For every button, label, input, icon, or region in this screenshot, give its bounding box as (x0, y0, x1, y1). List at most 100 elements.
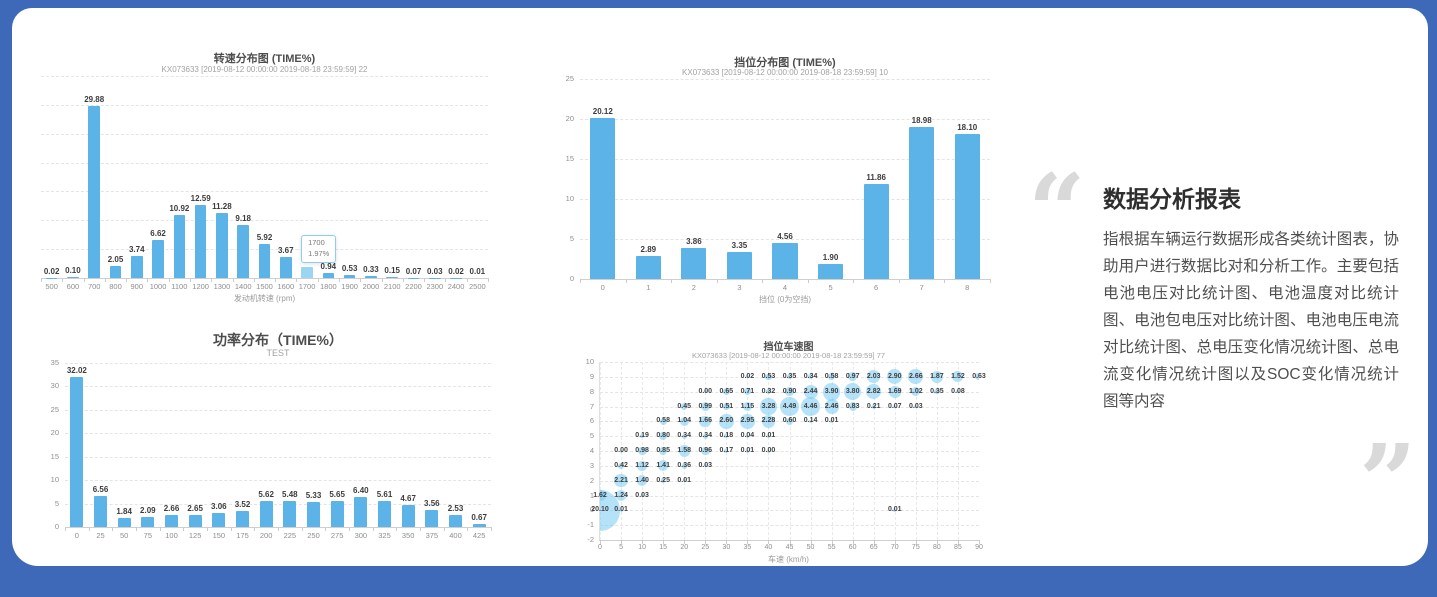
bubble[interactable] (830, 419, 834, 423)
bubble[interactable] (843, 382, 862, 401)
bar[interactable] (173, 214, 186, 278)
bar[interactable] (212, 512, 226, 527)
bar[interactable] (726, 252, 752, 279)
bubble[interactable] (724, 434, 729, 439)
bubble[interactable] (703, 390, 707, 394)
bar[interactable] (88, 105, 101, 278)
bar[interactable] (322, 272, 335, 278)
bar[interactable] (237, 225, 250, 278)
bubble[interactable] (828, 373, 836, 381)
bubble[interactable] (619, 449, 623, 453)
bubble[interactable] (956, 390, 960, 394)
bubble[interactable] (681, 433, 687, 439)
bubble[interactable] (765, 373, 772, 381)
bar[interactable] (343, 274, 356, 278)
bar[interactable] (635, 255, 661, 279)
bubble[interactable] (824, 399, 839, 414)
bubble[interactable] (952, 371, 964, 383)
bubble[interactable] (636, 475, 648, 486)
bubble[interactable] (745, 375, 749, 379)
bubble[interactable] (848, 402, 857, 411)
bubble[interactable] (659, 432, 668, 441)
bubble[interactable] (722, 388, 730, 396)
bar[interactable] (93, 496, 107, 527)
bubble[interactable] (681, 403, 688, 410)
bubble[interactable] (786, 374, 793, 380)
bar[interactable] (365, 276, 377, 278)
bubble[interactable] (681, 463, 687, 469)
bubble[interactable] (742, 401, 753, 412)
bubble[interactable] (745, 449, 749, 453)
bubble[interactable] (760, 398, 777, 415)
bar[interactable] (818, 263, 844, 279)
bubble[interactable] (808, 419, 813, 423)
chart-gearspeed-plot[interactable]: -2 -1 0 1 2 3 4 5 6 7 8 9 10 0 5 10 15 20 25 30 35 40 45 50 55 60… (586, 357, 986, 551)
bubble[interactable] (660, 478, 666, 483)
bubble[interactable] (618, 462, 624, 469)
chart-gear-plot[interactable]: 0 5 10 15 20 25 20.12 0 2.89 1 3.86 2 3.35 3 4.56 4 1.90… (566, 74, 991, 292)
bubble[interactable] (848, 372, 858, 382)
bubble[interactable] (911, 387, 921, 397)
bubble[interactable] (888, 385, 901, 398)
bar[interactable] (283, 501, 297, 527)
bar[interactable] (590, 118, 616, 279)
bubble[interactable] (678, 445, 690, 457)
bubble[interactable] (766, 434, 770, 438)
chart-rpm-plot[interactable]: 0.02 500 0.10 600 29.88 700 2.05 800 3.74 900 6.62… (41, 76, 489, 291)
bubble[interactable] (893, 405, 897, 408)
bubble[interactable] (657, 460, 669, 472)
chart-power-plot[interactable]: 0 5 10 15 20 25 30 35 32.02 0 6.56 25 1.84 50 2.09 75 2.… (51, 358, 492, 540)
bubble[interactable] (724, 449, 729, 453)
bubble[interactable] (914, 405, 918, 408)
bubble[interactable] (614, 473, 628, 488)
bar[interactable] (909, 127, 935, 279)
bar[interactable] (772, 242, 798, 279)
bar[interactable] (681, 248, 707, 279)
bubble[interactable] (866, 384, 882, 400)
bubble[interactable] (619, 508, 623, 512)
bar[interactable] (164, 514, 178, 527)
bar[interactable] (152, 239, 164, 278)
bubble[interactable] (679, 416, 689, 426)
bubble[interactable] (887, 369, 903, 385)
bar[interactable] (448, 515, 462, 527)
bubble[interactable] (867, 370, 881, 384)
bar[interactable] (67, 277, 79, 278)
bubble[interactable] (700, 446, 710, 456)
bubble[interactable] (682, 479, 686, 483)
bubble[interactable] (801, 396, 821, 416)
bubble[interactable] (934, 389, 940, 395)
bubble[interactable] (975, 373, 979, 381)
bubble[interactable] (723, 403, 730, 410)
bubble[interactable] (700, 402, 710, 411)
bar[interactable] (472, 523, 486, 527)
bubble[interactable] (779, 396, 800, 417)
bar[interactable] (259, 500, 273, 527)
bubble[interactable] (659, 417, 667, 425)
bar[interactable] (109, 266, 122, 278)
bubble[interactable] (739, 413, 756, 430)
bubble[interactable] (637, 461, 647, 471)
bubble[interactable] (822, 382, 841, 401)
bar[interactable] (70, 376, 84, 527)
bubble[interactable] (616, 490, 627, 501)
bubble[interactable] (699, 415, 712, 428)
bubble[interactable] (600, 489, 606, 502)
bubble[interactable] (640, 494, 644, 497)
bubble[interactable] (719, 414, 734, 429)
bubble[interactable] (807, 374, 814, 380)
bar[interactable] (188, 514, 202, 527)
bubble[interactable] (600, 490, 621, 531)
bar[interactable] (386, 277, 399, 278)
bar[interactable] (117, 518, 131, 527)
bar[interactable] (354, 497, 368, 527)
bar[interactable] (194, 205, 207, 278)
bar[interactable] (330, 500, 344, 527)
bar[interactable] (954, 134, 980, 279)
bubble[interactable] (702, 433, 708, 439)
bar[interactable] (306, 502, 320, 527)
bar[interactable] (235, 510, 249, 527)
bubble[interactable] (637, 446, 647, 456)
bubble[interactable] (893, 508, 897, 512)
bubble[interactable] (659, 446, 668, 456)
